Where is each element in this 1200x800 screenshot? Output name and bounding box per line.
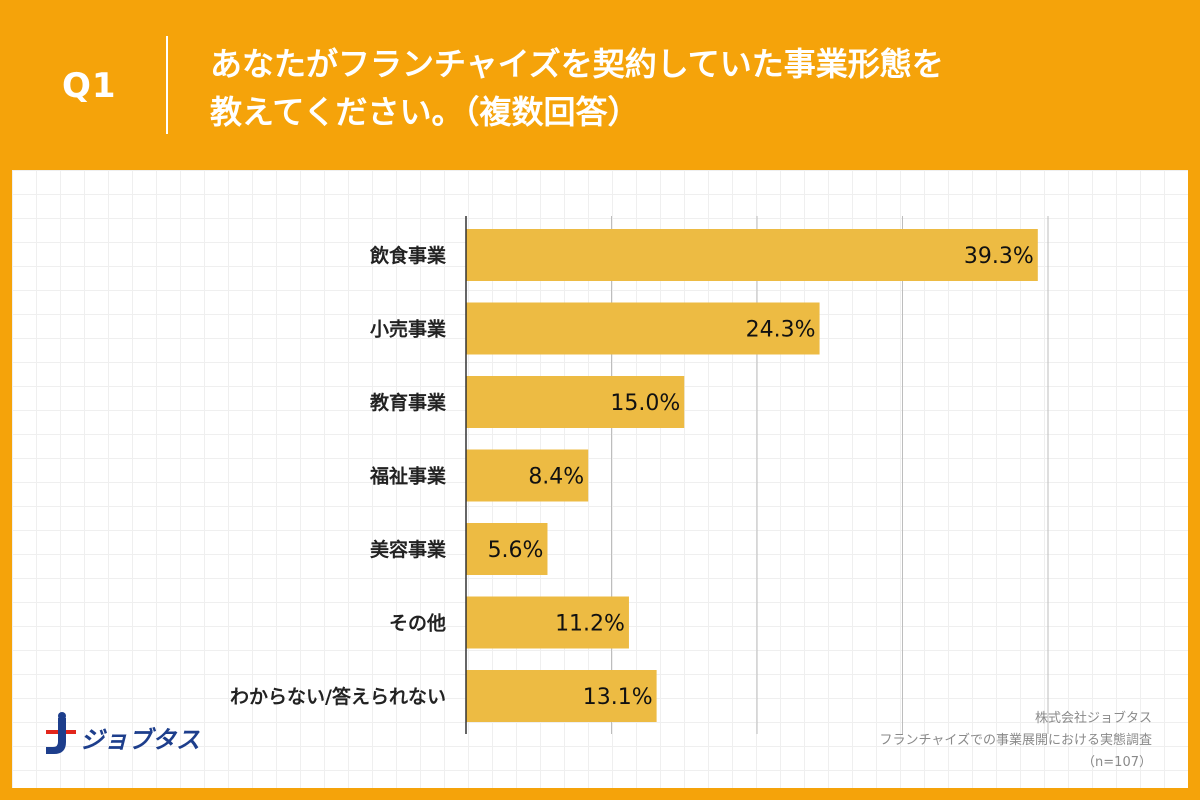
- source-survey: フランチャイズでの事業展開における実態調査: [879, 733, 1152, 748]
- value-label: 8.4%: [528, 465, 584, 490]
- bar: [466, 376, 685, 428]
- category-label: 福祉事業: [369, 465, 447, 488]
- jobtas-logo: ジョブタス: [42, 712, 212, 760]
- category-label: 教育事業: [370, 391, 447, 414]
- value-label: 15.0%: [610, 391, 680, 416]
- chart-panel: 飲食事業 39.3% 小売事業 24.3% 教育事業 15.0% 福祉事業 8.4% 美容事業 5…: [12, 170, 1188, 788]
- category-label: わからない/答えられない: [230, 685, 446, 708]
- logo-wordmark: ジョブタス: [80, 726, 200, 754]
- question-title-line1: あなたがフランチャイズを契約していた事業形態を: [210, 45, 944, 83]
- value-label: 24.3%: [746, 318, 816, 343]
- category-label: 飲食事業: [369, 244, 447, 267]
- question-title-line2: 教えてください。（複数回答）: [210, 93, 640, 131]
- bar-chart: 飲食事業 39.3% 小売事業 24.3% 教育事業 15.0% 福祉事業 8.4% 美容事業 5…: [230, 216, 1049, 734]
- bar: [466, 229, 1038, 281]
- bar: [466, 449, 589, 502]
- question-header: Q1 あなたがフランチャイズを契約していた事業形態を 教えてください。（複数回答…: [0, 0, 1200, 170]
- bar: [466, 596, 629, 649]
- source-sample-size: （n=107）: [1082, 755, 1152, 770]
- value-label: 5.6%: [488, 538, 544, 563]
- question-title: あなたがフランチャイズを契約していた事業形態を 教えてください。（複数回答）: [210, 40, 1110, 136]
- bar: [466, 302, 820, 355]
- bar: [466, 670, 657, 722]
- source-note: 株式会社ジョブタス フランチャイズでの事業展開における実態調査 （n=107）: [880, 708, 1152, 774]
- question-number: Q1: [62, 66, 117, 106]
- value-label: 39.3%: [964, 244, 1034, 269]
- value-label: 13.1%: [583, 685, 653, 710]
- category-label: 小売事業: [370, 318, 447, 341]
- value-label: 11.2%: [555, 612, 625, 637]
- category-label: 美容事業: [370, 538, 447, 561]
- bar: [466, 523, 548, 575]
- source-company: 株式会社ジョブタス: [1034, 711, 1152, 726]
- header-divider: [166, 36, 168, 134]
- category-label: その他: [389, 612, 446, 635]
